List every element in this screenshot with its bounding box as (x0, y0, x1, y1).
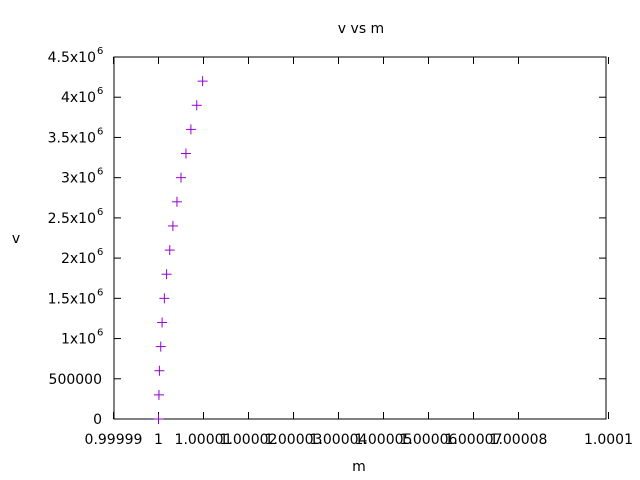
x-axis-label: m (352, 459, 366, 475)
x-tick-label: 1.00005 (355, 432, 413, 448)
y-tick-label: 500000 (49, 372, 102, 388)
y-tick-label: 2.5x10 (48, 211, 96, 227)
chart-title: v vs m (338, 21, 384, 37)
y-tick-label: 1.5x10 (48, 291, 96, 307)
y-tick-exponent: 6 (97, 126, 103, 137)
x-tick-label: 1.00002 (220, 432, 278, 448)
data-points (153, 76, 208, 424)
y-tick-exponent: 6 (97, 86, 103, 97)
data-point (176, 172, 186, 183)
data-point (155, 341, 166, 352)
x-tick-label: 1.00008 (490, 432, 548, 448)
x-tick-label: 1.00004 (310, 432, 368, 448)
x-tick-label: 1.00006 (400, 432, 458, 448)
y-tick-label: 3x10 (61, 171, 96, 187)
y-tick-exponent: 6 (97, 167, 103, 178)
data-point (167, 220, 178, 231)
y-tick-exponent: 6 (97, 247, 103, 258)
data-point (180, 148, 191, 159)
x-tick-label: 1.00003 (265, 432, 323, 448)
x-tick-label: 1.0001 (584, 432, 633, 448)
x-tick-label: 1.00007 (445, 432, 503, 448)
y-tick-label: 1x10 (61, 332, 96, 348)
y-tick-exponent: 6 (97, 328, 103, 339)
data-point (164, 245, 175, 256)
data-point (153, 389, 164, 400)
x-tick-label: 1 (154, 432, 163, 448)
data-point (171, 196, 182, 207)
data-point (185, 124, 196, 135)
y-tick-label: 0 (93, 412, 102, 428)
y-tick-exponent: 6 (97, 207, 103, 218)
data-point (161, 269, 172, 280)
y-tick-exponent: 6 (97, 46, 103, 57)
data-point (159, 293, 170, 304)
data-point (157, 317, 168, 328)
x-tick-label: 0.99999 (85, 432, 143, 448)
x-axis-ticks: 0.99999 1 1.000011.000021.000031.000041.00… (85, 57, 633, 448)
data-point (153, 414, 164, 424)
data-point (154, 365, 165, 376)
data-point (197, 76, 208, 87)
data-point (191, 100, 202, 111)
y-tick-label: 3.5x10 (48, 130, 96, 146)
y-axis-label: v (12, 231, 20, 247)
y-tick-label: 4.5x10 (48, 50, 96, 66)
y-tick-exponent: 6 (97, 287, 103, 298)
x-tick-label: 1.00001 (175, 432, 233, 448)
y-tick-label: 4x10 (61, 90, 96, 106)
plot-frame (113, 56, 607, 420)
y-tick-label: 2x10 (61, 251, 96, 267)
